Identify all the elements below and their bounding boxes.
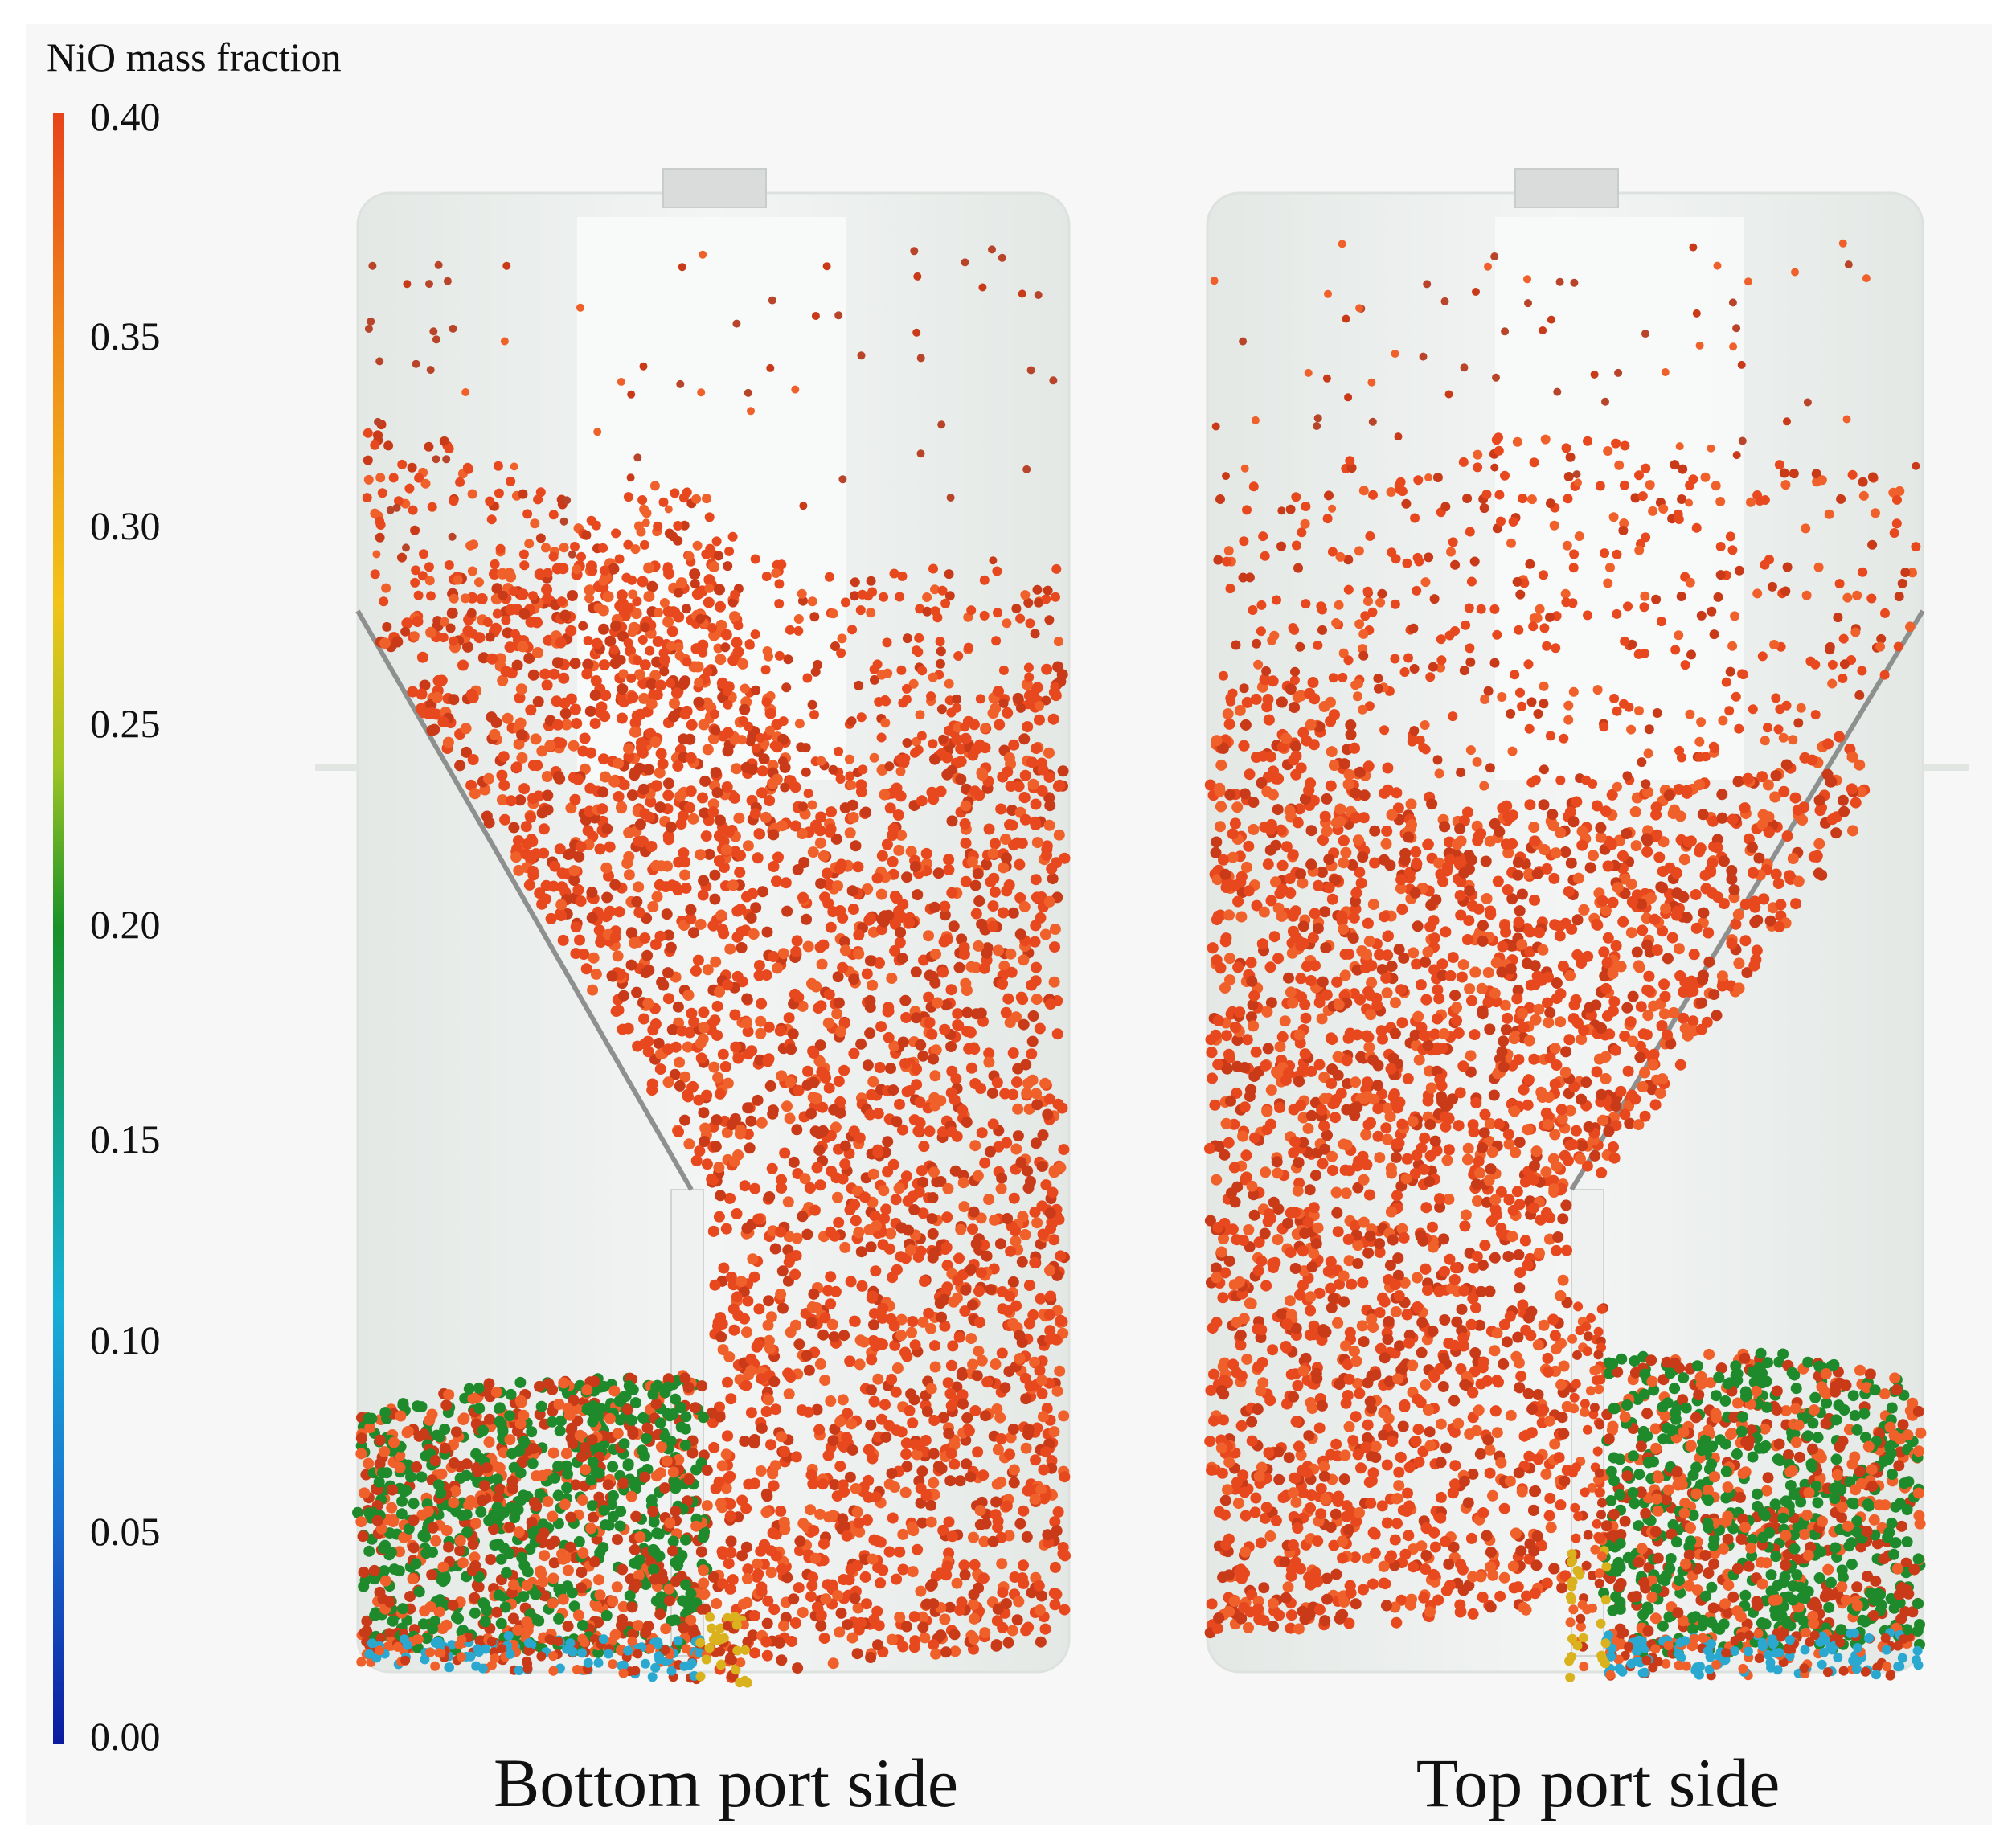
left-cone-wall [355,609,694,1191]
colorbar-title: NiO mass fraction [47,35,342,80]
colorbar [53,113,64,1744]
colorbar-tick: 0.10 [90,1317,161,1362]
colorbar-tick: 0.00 [90,1714,161,1759]
right-top-port [1514,168,1619,208]
colorbar-tick: 0.30 [90,503,161,548]
panel-label-top-port: Top port side [1416,1744,1780,1821]
left-top-port [662,168,767,208]
colorbar-tick: 0.40 [90,94,161,139]
colorbar-tick: 0.15 [90,1117,161,1162]
particle-cloud [352,239,1927,1688]
colorbar-tick: 0.25 [90,701,161,746]
colorbar-tick: 0.05 [90,1509,161,1554]
colorbar-tick: 0.35 [90,313,161,359]
colorbar-tick: 0.20 [90,902,161,947]
panel-label-bottom-port: Bottom port side [493,1744,959,1821]
